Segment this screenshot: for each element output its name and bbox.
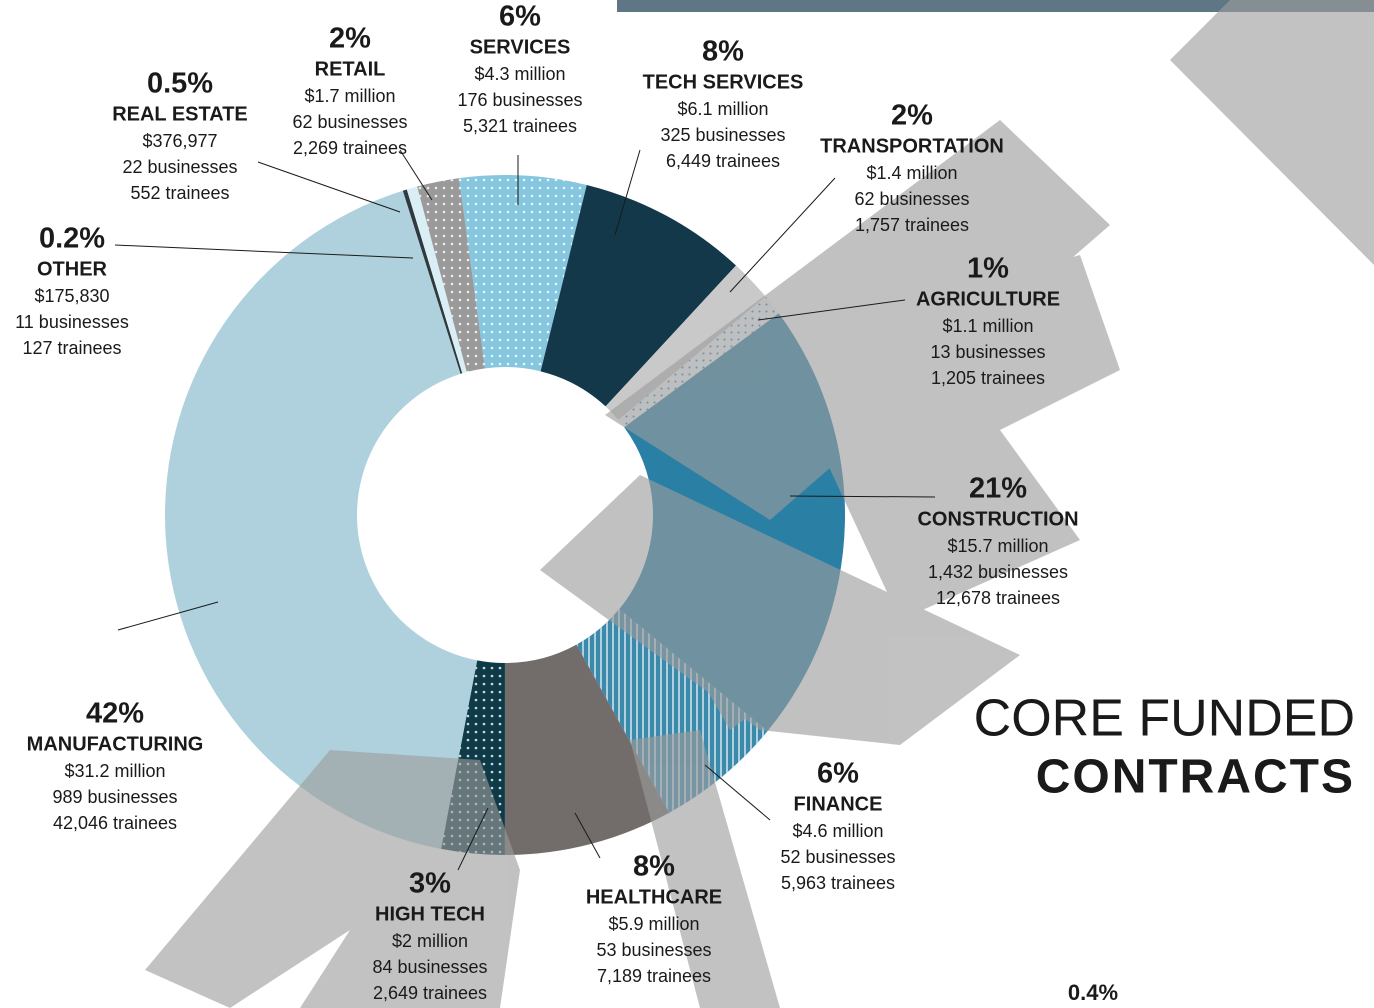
category-label: MANUFACTURING [27,733,204,755]
value-label: 0.5% [147,68,213,100]
category-label: FINANCE [794,793,883,815]
trainees-label: 42,046 trainees [53,813,177,833]
trainees-label: 127 trainees [22,338,121,358]
leader-line [704,764,771,821]
funding-label: $376,977 [142,131,217,151]
category-label: HEALTHCARE [586,886,722,908]
funding-label: $5.9 million [608,914,699,934]
leader-line [257,161,401,213]
trainees-label: 7,189 trainees [597,966,711,986]
trainees-label: 552 trainees [130,183,229,203]
funding-label: $1.1 million [942,316,1033,336]
value-label: 1% [967,253,1009,285]
leader-line [117,601,219,631]
top-bar [617,0,1374,12]
businesses-label: 62 businesses [292,112,407,132]
trainees-label: 1,757 trainees [855,215,969,235]
funding-label: $15.7 million [947,536,1048,556]
leader-line [457,807,489,871]
annotation: 0.4% [1068,980,1118,1005]
watermark-shape [630,730,780,1008]
value-label: 8% [702,36,744,68]
slice [402,189,463,374]
chart-subtitle: CONTRACTS [1036,751,1355,804]
category-label: TECH SERVICES [643,71,804,93]
businesses-label: 176 businesses [457,90,582,110]
value-label: 21% [969,473,1027,505]
trainees-label: 12,678 trainees [936,588,1060,608]
businesses-label: 989 businesses [52,787,177,807]
funding-label: $1.4 million [866,163,957,183]
category-label: AGRICULTURE [916,288,1060,310]
businesses-label: 52 businesses [780,847,895,867]
category-label: TRANSPORTATION [820,135,1004,157]
watermark-shape [540,475,1020,745]
slice-pattern [417,178,486,373]
value-label: 3% [409,868,451,900]
funding-label: $4.3 million [474,64,565,84]
category-label: REAL ESTATE [112,103,248,125]
slice [406,186,467,374]
businesses-label: 53 businesses [596,940,711,960]
businesses-label: 22 businesses [122,157,237,177]
trainees-label: 6,449 trainees [666,151,780,171]
funding-label: $6.1 million [677,99,768,119]
businesses-label: 62 businesses [854,189,969,209]
leader-line [757,299,906,321]
leader-line [399,149,433,201]
trainees-label: 1,205 trainees [931,368,1045,388]
funding-label: $175,830 [34,286,109,306]
value-label: 2% [891,100,933,132]
funding-label: $4.6 million [792,821,883,841]
leader-line [729,177,836,293]
businesses-label: 84 businesses [372,957,487,977]
businesses-label: 11 businesses [15,312,129,332]
slice [540,184,737,407]
slice [605,265,766,420]
watermark [145,0,1374,1008]
watermark-shape [145,750,520,1008]
watermark-shape [655,600,800,730]
chart-title: CORE FUNDED [974,690,1355,748]
slice-pattern [459,175,587,372]
businesses-label: 13 businesses [930,342,1045,362]
leader-line [574,812,601,859]
value-label: 6% [499,1,541,33]
leader-line [114,244,414,259]
leader-line [789,495,936,498]
value-label: 0.2% [39,223,105,255]
watermark-shape [770,255,1120,620]
funding-label: $31.2 million [64,761,165,781]
value-label: 6% [817,758,859,790]
labels: 0.2% OTHER $175,830 11 businesses 127 traine… [15,1,1078,1003]
businesses-label: 325 businesses [660,125,785,145]
category-label: OTHER [37,258,108,280]
category-label: RETAIL [315,58,386,80]
category-label: SERVICES [470,36,571,58]
category-label: CONSTRUCTION [917,508,1078,530]
slice [164,190,478,849]
watermark-shape [1170,0,1374,265]
slice [504,644,670,856]
leader-line [614,149,641,236]
value-label: 2% [329,23,371,55]
donut [164,175,845,856]
businesses-label: 1,432 businesses [928,562,1068,582]
trainees-label: 2,649 trainees [373,983,487,1003]
trainees-label: 5,321 trainees [463,116,577,136]
value-label: 8% [633,851,675,883]
trainees-label: 5,963 trainees [781,873,895,893]
slice-pattern [576,609,768,813]
category-label: HIGH TECH [375,903,485,925]
funding-label: $2 million [392,931,468,951]
trainees-label: 2,269 trainees [293,138,407,158]
value-label: 42% [86,698,144,730]
funding-label: $1.7 million [304,86,395,106]
